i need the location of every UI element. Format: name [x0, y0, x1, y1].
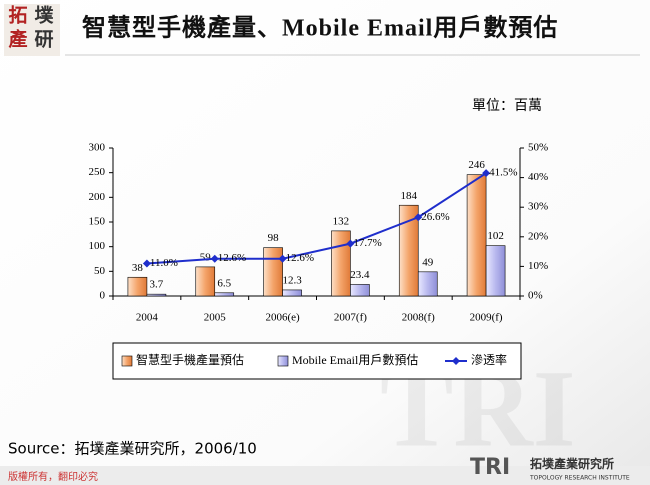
bar	[282, 289, 302, 297]
y-tick-label: 150	[89, 216, 106, 228]
line-label: 12.6%	[218, 252, 246, 264]
unit-label: 單位：百萬	[472, 98, 542, 114]
bar-label: 102	[487, 230, 504, 242]
line-marker	[142, 259, 151, 268]
y2-tick-label: 30%	[528, 201, 548, 213]
bar	[146, 293, 167, 297]
bar	[466, 174, 487, 297]
bar-label: 38	[132, 262, 144, 274]
bar	[214, 292, 235, 297]
bar-label: 3.7	[150, 279, 164, 291]
line-marker	[482, 169, 491, 178]
bar-label: 246	[468, 159, 485, 171]
bar	[331, 230, 351, 297]
line	[146, 172, 487, 265]
logo-char: 墣	[34, 4, 53, 26]
bar	[195, 266, 216, 297]
chart-title: 智慧型手機產量、Mobile Email用戶數預估	[82, 14, 558, 42]
bar-label: 6.5	[217, 277, 231, 289]
bar-label: 98	[268, 232, 280, 244]
x-tick-label: 2005	[204, 312, 227, 324]
bar-label: 184	[401, 190, 418, 202]
x-tick-label: 2004	[136, 312, 159, 324]
legend-marker	[452, 357, 460, 365]
legend-label: 智慧型手機產量預估	[136, 352, 244, 367]
legend-label: 滲透率	[471, 352, 507, 367]
y2-tick-label: 50%	[528, 142, 548, 154]
line-label: 11.0%	[150, 257, 178, 269]
y-tick-label: 0	[100, 290, 106, 302]
line-marker	[210, 254, 219, 263]
y-tick-label: 200	[89, 191, 106, 203]
line-label: 17.7%	[353, 237, 381, 249]
y-tick-label: 100	[89, 240, 106, 252]
copyright: 版權所有，翻印必究	[8, 470, 98, 483]
logo-char: 拓	[8, 3, 27, 26]
brand-en: TOPOLOGY RESEARCH INSTITUTE	[529, 475, 630, 482]
bar	[263, 247, 283, 297]
bar	[127, 276, 148, 297]
line-label: 12.6%	[286, 252, 314, 264]
legend-swatch	[121, 355, 133, 367]
bar	[417, 271, 438, 297]
bar-label: 23.4	[350, 269, 370, 281]
y2-tick-label: 10%	[528, 260, 548, 272]
bar	[485, 245, 506, 297]
bar-label: 132	[333, 215, 350, 227]
bar-label: 12.3	[282, 274, 302, 286]
y2-tick-label: 40%	[528, 171, 548, 183]
line-marker	[278, 254, 287, 263]
logo-char: 產	[8, 27, 27, 50]
legend-label: Mobile Email用戶數預估	[292, 353, 418, 367]
brand: TRI	[470, 455, 510, 480]
y-tick-label: 300	[89, 142, 106, 154]
line-label: 41.5%	[489, 167, 517, 179]
x-tick-label: 2007(f)	[334, 312, 367, 324]
x-tick-label: 2009(f)	[470, 312, 503, 324]
x-tick-label: 2006(e)	[265, 312, 300, 324]
footer-bar	[0, 466, 650, 485]
source: Source：拓墣產業研究所，2006/10	[8, 440, 257, 458]
logo-char: 研	[34, 29, 53, 50]
y2-tick-label: 20%	[528, 230, 548, 242]
y2-tick-label: 0%	[528, 290, 543, 302]
line-label: 26.6%	[421, 211, 449, 223]
bar-label: 49	[422, 256, 434, 268]
bar-label: 59	[200, 251, 212, 263]
bar	[350, 284, 370, 297]
x-tick-label: 2008(f)	[402, 312, 435, 324]
bar	[398, 204, 419, 297]
line-marker	[414, 213, 423, 222]
y-tick-label: 50	[94, 265, 106, 277]
logo-box	[4, 4, 60, 56]
brand-name: 拓墣產業研究所	[530, 456, 614, 471]
legend-swatch	[277, 355, 289, 367]
y-tick-label: 250	[89, 166, 106, 178]
line-marker	[346, 239, 355, 248]
